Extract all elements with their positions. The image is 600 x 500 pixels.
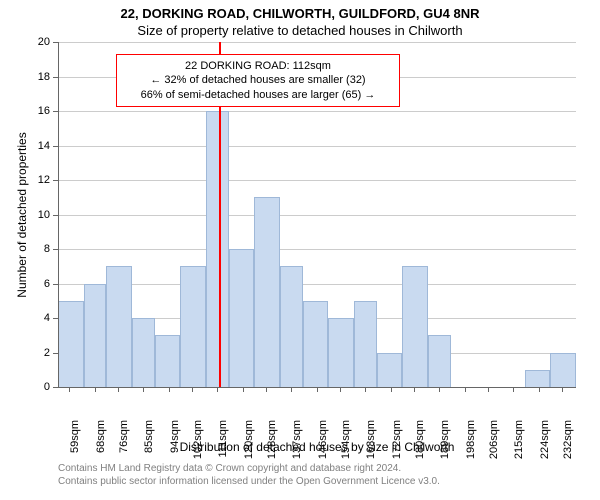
grid-line [58,146,576,147]
grid-line [58,249,576,250]
histogram-bar [428,335,451,387]
x-tick-mark [95,387,96,392]
histogram-bar [155,335,181,387]
grid-line [58,180,576,181]
histogram-bar [206,111,229,387]
x-tick-mark [391,387,392,392]
histogram-bar [525,370,551,387]
y-axis-line [58,42,59,387]
y-tick-label: 12 [26,174,50,186]
x-tick-mark [243,387,244,392]
histogram-bar [402,266,428,387]
x-tick-mark [365,387,366,392]
y-tick-label: 18 [26,71,50,83]
x-tick-mark [465,387,466,392]
y-tick-label: 2 [26,347,50,359]
x-tick-mark [192,387,193,392]
y-tick-label: 20 [26,36,50,48]
footer-line1: Contains HM Land Registry data © Crown c… [58,462,440,475]
x-tick-mark [169,387,170,392]
annotation-line3: 66% of semi-detached houses are larger (… [125,88,391,102]
histogram-bar [328,318,354,387]
histogram-bar [132,318,155,387]
x-axis-title: Distribution of detached houses by size … [58,440,576,454]
x-tick-mark [539,387,540,392]
x-tick-mark [414,387,415,392]
annotation-box: 22 DORKING ROAD: 112sqm ← 32% of detache… [116,54,400,107]
chart-title-line2: Size of property relative to detached ho… [0,23,600,40]
footer-text: Contains HM Land Registry data © Crown c… [58,462,440,488]
x-tick-mark [266,387,267,392]
histogram-bar [377,353,403,388]
x-tick-mark [488,387,489,392]
y-tick-label: 0 [26,381,50,393]
x-tick-mark [439,387,440,392]
x-tick-mark [562,387,563,392]
annotation-line2: ← 32% of detached houses are smaller (32… [125,73,391,87]
histogram-bar [254,197,280,387]
x-tick-mark [513,387,514,392]
y-tick-label: 10 [26,209,50,221]
x-tick-mark [317,387,318,392]
histogram-bar [106,266,132,387]
histogram-bar [229,249,255,387]
grid-line [58,284,576,285]
histogram-bar [180,266,206,387]
grid-line [58,42,576,43]
x-tick-mark [143,387,144,392]
y-tick-label: 16 [26,105,50,117]
y-tick-label: 14 [26,140,50,152]
x-tick-mark [291,387,292,392]
y-tick-label: 6 [26,278,50,290]
annotation-line1: 22 DORKING ROAD: 112sqm [125,59,391,73]
y-axis-title: Number of detached properties [15,115,29,315]
histogram-bar [354,301,377,387]
x-tick-mark [340,387,341,392]
footer-line2: Contains public sector information licen… [58,475,440,488]
histogram-bar [84,284,107,388]
grid-line [58,111,576,112]
y-tick-label: 4 [26,312,50,324]
histogram-bar [58,301,84,387]
grid-line [58,215,576,216]
histogram-bar [303,301,329,387]
chart-container: 22, DORKING ROAD, CHILWORTH, GUILDFORD, … [0,0,600,500]
y-tick-label: 8 [26,243,50,255]
histogram-bar [280,266,303,387]
chart-title-line1: 22, DORKING ROAD, CHILWORTH, GUILDFORD, … [0,0,600,23]
histogram-bar [550,353,576,388]
x-tick-mark [217,387,218,392]
x-tick-mark [118,387,119,392]
x-tick-mark [69,387,70,392]
